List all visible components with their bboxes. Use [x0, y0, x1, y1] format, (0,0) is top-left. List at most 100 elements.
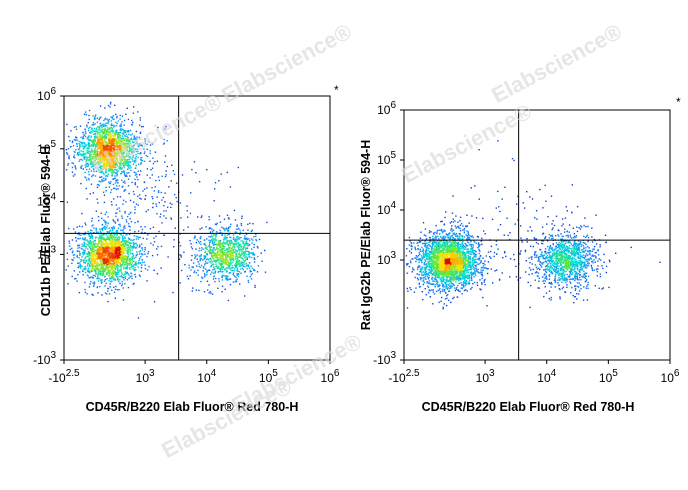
event-dot	[157, 191, 160, 194]
event-dot	[117, 188, 119, 190]
event-dot	[120, 151, 123, 153]
event-dot	[127, 255, 129, 257]
event-dot	[225, 242, 227, 244]
event-dot	[99, 139, 101, 141]
event-dot	[98, 155, 100, 157]
event-dot	[105, 246, 107, 248]
event-dot	[80, 142, 83, 144]
event-dot	[140, 198, 142, 200]
event-dot	[112, 183, 115, 186]
event-dot	[99, 148, 101, 150]
event-dot	[223, 247, 225, 250]
event-dot	[134, 231, 136, 233]
event-dot	[114, 264, 116, 266]
event-dot	[238, 271, 241, 273]
event-dot	[208, 216, 210, 218]
event-dot	[260, 252, 262, 254]
event-dot	[162, 196, 164, 199]
event-dot	[113, 247, 115, 250]
event-dot	[179, 233, 181, 235]
event-dot	[133, 243, 135, 245]
event-dot	[95, 270, 97, 273]
event-dot	[229, 257, 231, 260]
event-dot	[78, 250, 80, 252]
event-dot	[215, 277, 217, 280]
event-dot	[100, 136, 102, 138]
event-dot	[167, 256, 169, 258]
event-dot	[71, 258, 73, 261]
event-dot	[81, 154, 84, 157]
event-dot	[221, 248, 223, 250]
event-dot	[127, 256, 129, 259]
event-dot	[83, 244, 85, 246]
event-dot	[124, 237, 126, 239]
event-dot	[120, 234, 122, 236]
event-dot	[218, 215, 221, 217]
event-dot	[248, 253, 250, 255]
event-dot	[203, 255, 206, 257]
event-dot	[248, 251, 250, 253]
event-dot	[124, 148, 127, 150]
event-dot	[99, 260, 101, 262]
event-dot	[138, 174, 141, 176]
event-dot	[113, 279, 115, 281]
event-dot	[106, 273, 108, 275]
event-dot	[89, 126, 91, 128]
event-dot	[92, 143, 94, 145]
event-dot	[92, 115, 94, 117]
event-dot	[124, 249, 126, 252]
event-dot	[109, 182, 112, 185]
event-dot	[114, 146, 116, 148]
event-dot	[109, 156, 112, 158]
event-dot	[157, 190, 160, 192]
event-dot	[210, 246, 213, 248]
event-dot	[104, 250, 106, 252]
event-dot	[110, 126, 112, 129]
event-dot	[97, 272, 100, 275]
event-dot	[153, 301, 156, 303]
event-dot	[235, 228, 238, 231]
event-dot	[94, 261, 96, 264]
event-dot	[109, 106, 111, 108]
event-dot	[98, 219, 100, 222]
event-dot	[233, 274, 235, 277]
event-dot	[111, 130, 113, 132]
event-dot	[146, 269, 149, 271]
event-dot	[114, 239, 116, 242]
event-dot	[200, 280, 202, 283]
event-dot	[91, 175, 93, 178]
event-dot	[98, 251, 101, 253]
event-dot	[126, 253, 129, 255]
event-dot	[119, 245, 121, 247]
event-dot	[90, 135, 92, 137]
event-dot	[218, 268, 221, 270]
event-dot	[90, 262, 92, 265]
event-dot	[119, 237, 121, 239]
event-dot	[120, 249, 122, 252]
event-dot	[111, 155, 113, 157]
event-dot	[109, 255, 111, 257]
event-dot	[94, 258, 96, 260]
event-dot	[100, 272, 103, 274]
event-dot	[84, 130, 87, 132]
event-dot	[218, 252, 220, 254]
event-dot	[84, 134, 86, 136]
event-dot	[109, 159, 111, 161]
event-dot	[217, 287, 219, 289]
event-dot	[133, 137, 136, 139]
event-dot	[123, 139, 126, 142]
event-dot	[151, 254, 154, 257]
event-dot	[89, 276, 92, 279]
event-dot	[121, 237, 124, 239]
event-dot	[100, 124, 103, 127]
event-dot	[164, 155, 167, 157]
event-dot	[88, 147, 91, 149]
event-dot	[80, 166, 82, 168]
event-dot	[109, 283, 111, 285]
event-dot	[104, 285, 106, 287]
event-dot	[123, 239, 126, 242]
event-dot	[129, 150, 132, 152]
event-dot	[99, 157, 101, 159]
event-dot	[92, 154, 95, 156]
event-dot	[236, 269, 239, 271]
